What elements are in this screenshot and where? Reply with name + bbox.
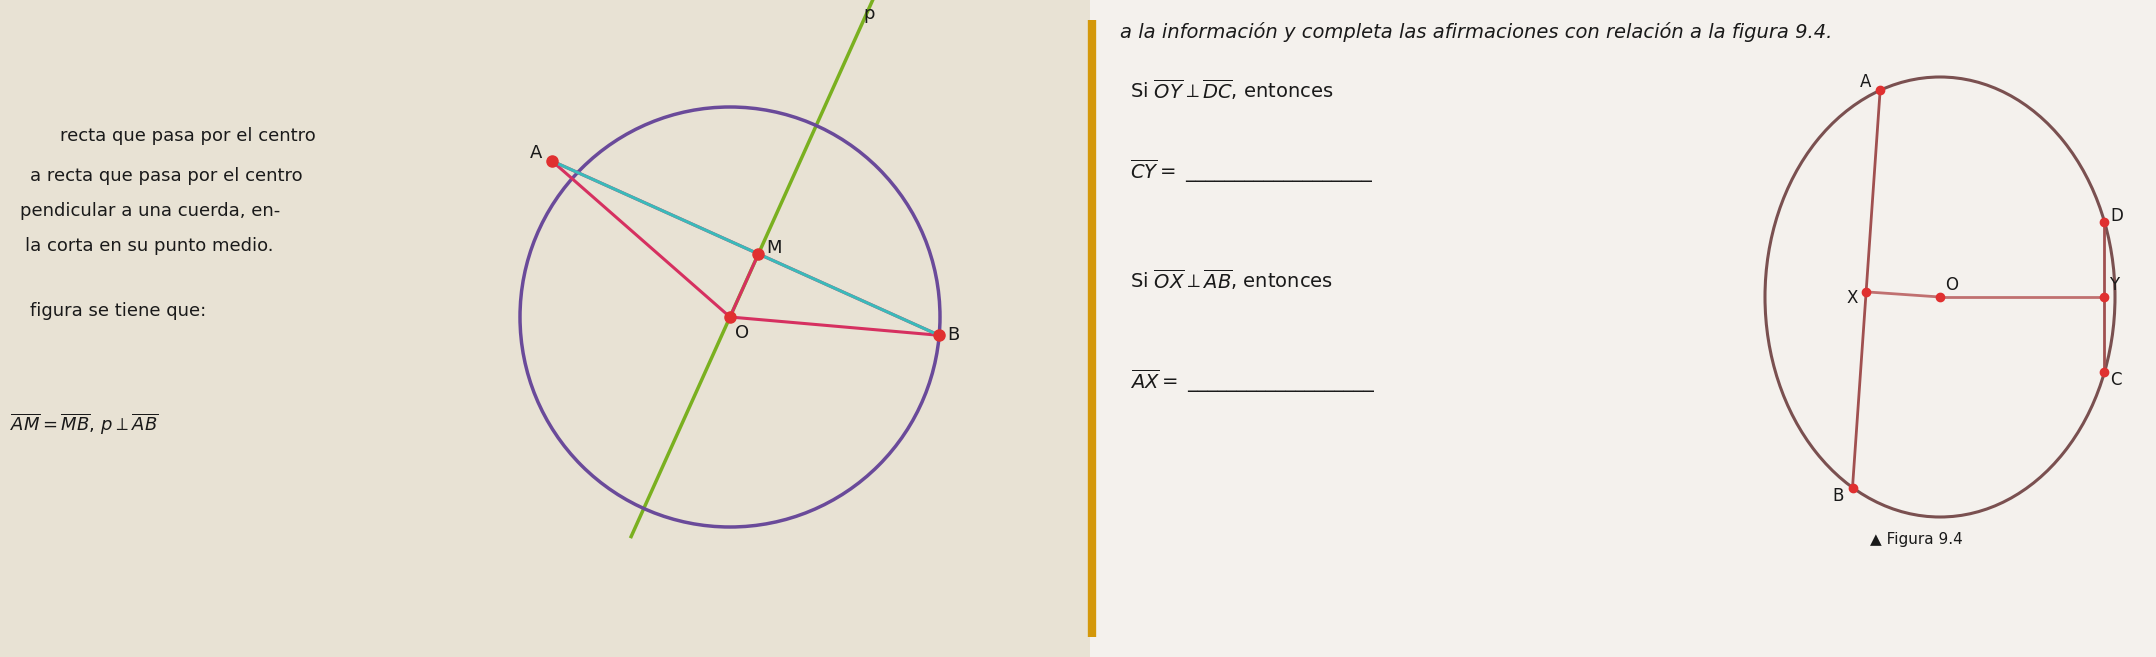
- Text: $\overline{AM} = \overline{MB},\, p \perp \overline{AB}$: $\overline{AM} = \overline{MB},\, p \per…: [11, 412, 160, 438]
- Text: X: X: [1846, 289, 1858, 307]
- Text: O: O: [1945, 276, 1958, 294]
- Text: O: O: [735, 324, 748, 342]
- Text: recta que pasa por el centro: recta que pasa por el centro: [60, 127, 315, 145]
- Text: Y: Y: [2109, 276, 2119, 294]
- Text: la corta en su punto medio.: la corta en su punto medio.: [26, 237, 274, 255]
- Bar: [0, 0, 1091, 657]
- Text: C: C: [2111, 371, 2122, 389]
- Text: Si $\overline{OX} \perp \overline{AB}$, entonces: Si $\overline{OX} \perp \overline{AB}$, …: [1130, 267, 1332, 292]
- Bar: [1091, 0, 2156, 657]
- Text: B: B: [1833, 487, 1843, 505]
- Text: pendicular a una cuerda, en-: pendicular a una cuerda, en-: [19, 202, 280, 220]
- Text: $\overline{CY} = $ ___________________: $\overline{CY} = $ ___________________: [1130, 157, 1373, 185]
- Text: figura se tiene que:: figura se tiene que:: [30, 302, 207, 320]
- Text: ▲ Figura 9.4: ▲ Figura 9.4: [1869, 532, 1962, 547]
- Text: B: B: [946, 327, 959, 344]
- Text: M: M: [765, 239, 783, 257]
- Text: a la información y completa las afirmaciones con relación a la figura 9.4.: a la información y completa las afirmaci…: [1119, 22, 1833, 42]
- Text: D: D: [2111, 207, 2124, 225]
- Text: Si $\overline{OY} \perp \overline{DC}$, entonces: Si $\overline{OY} \perp \overline{DC}$, …: [1130, 77, 1335, 102]
- Text: $\overline{AX} = $ ___________________: $\overline{AX} = $ ___________________: [1130, 367, 1376, 395]
- Text: p: p: [862, 5, 875, 23]
- Text: a recta que pasa por el centro: a recta que pasa por el centro: [30, 167, 302, 185]
- Text: A: A: [530, 144, 543, 162]
- Text: A: A: [1861, 74, 1871, 91]
